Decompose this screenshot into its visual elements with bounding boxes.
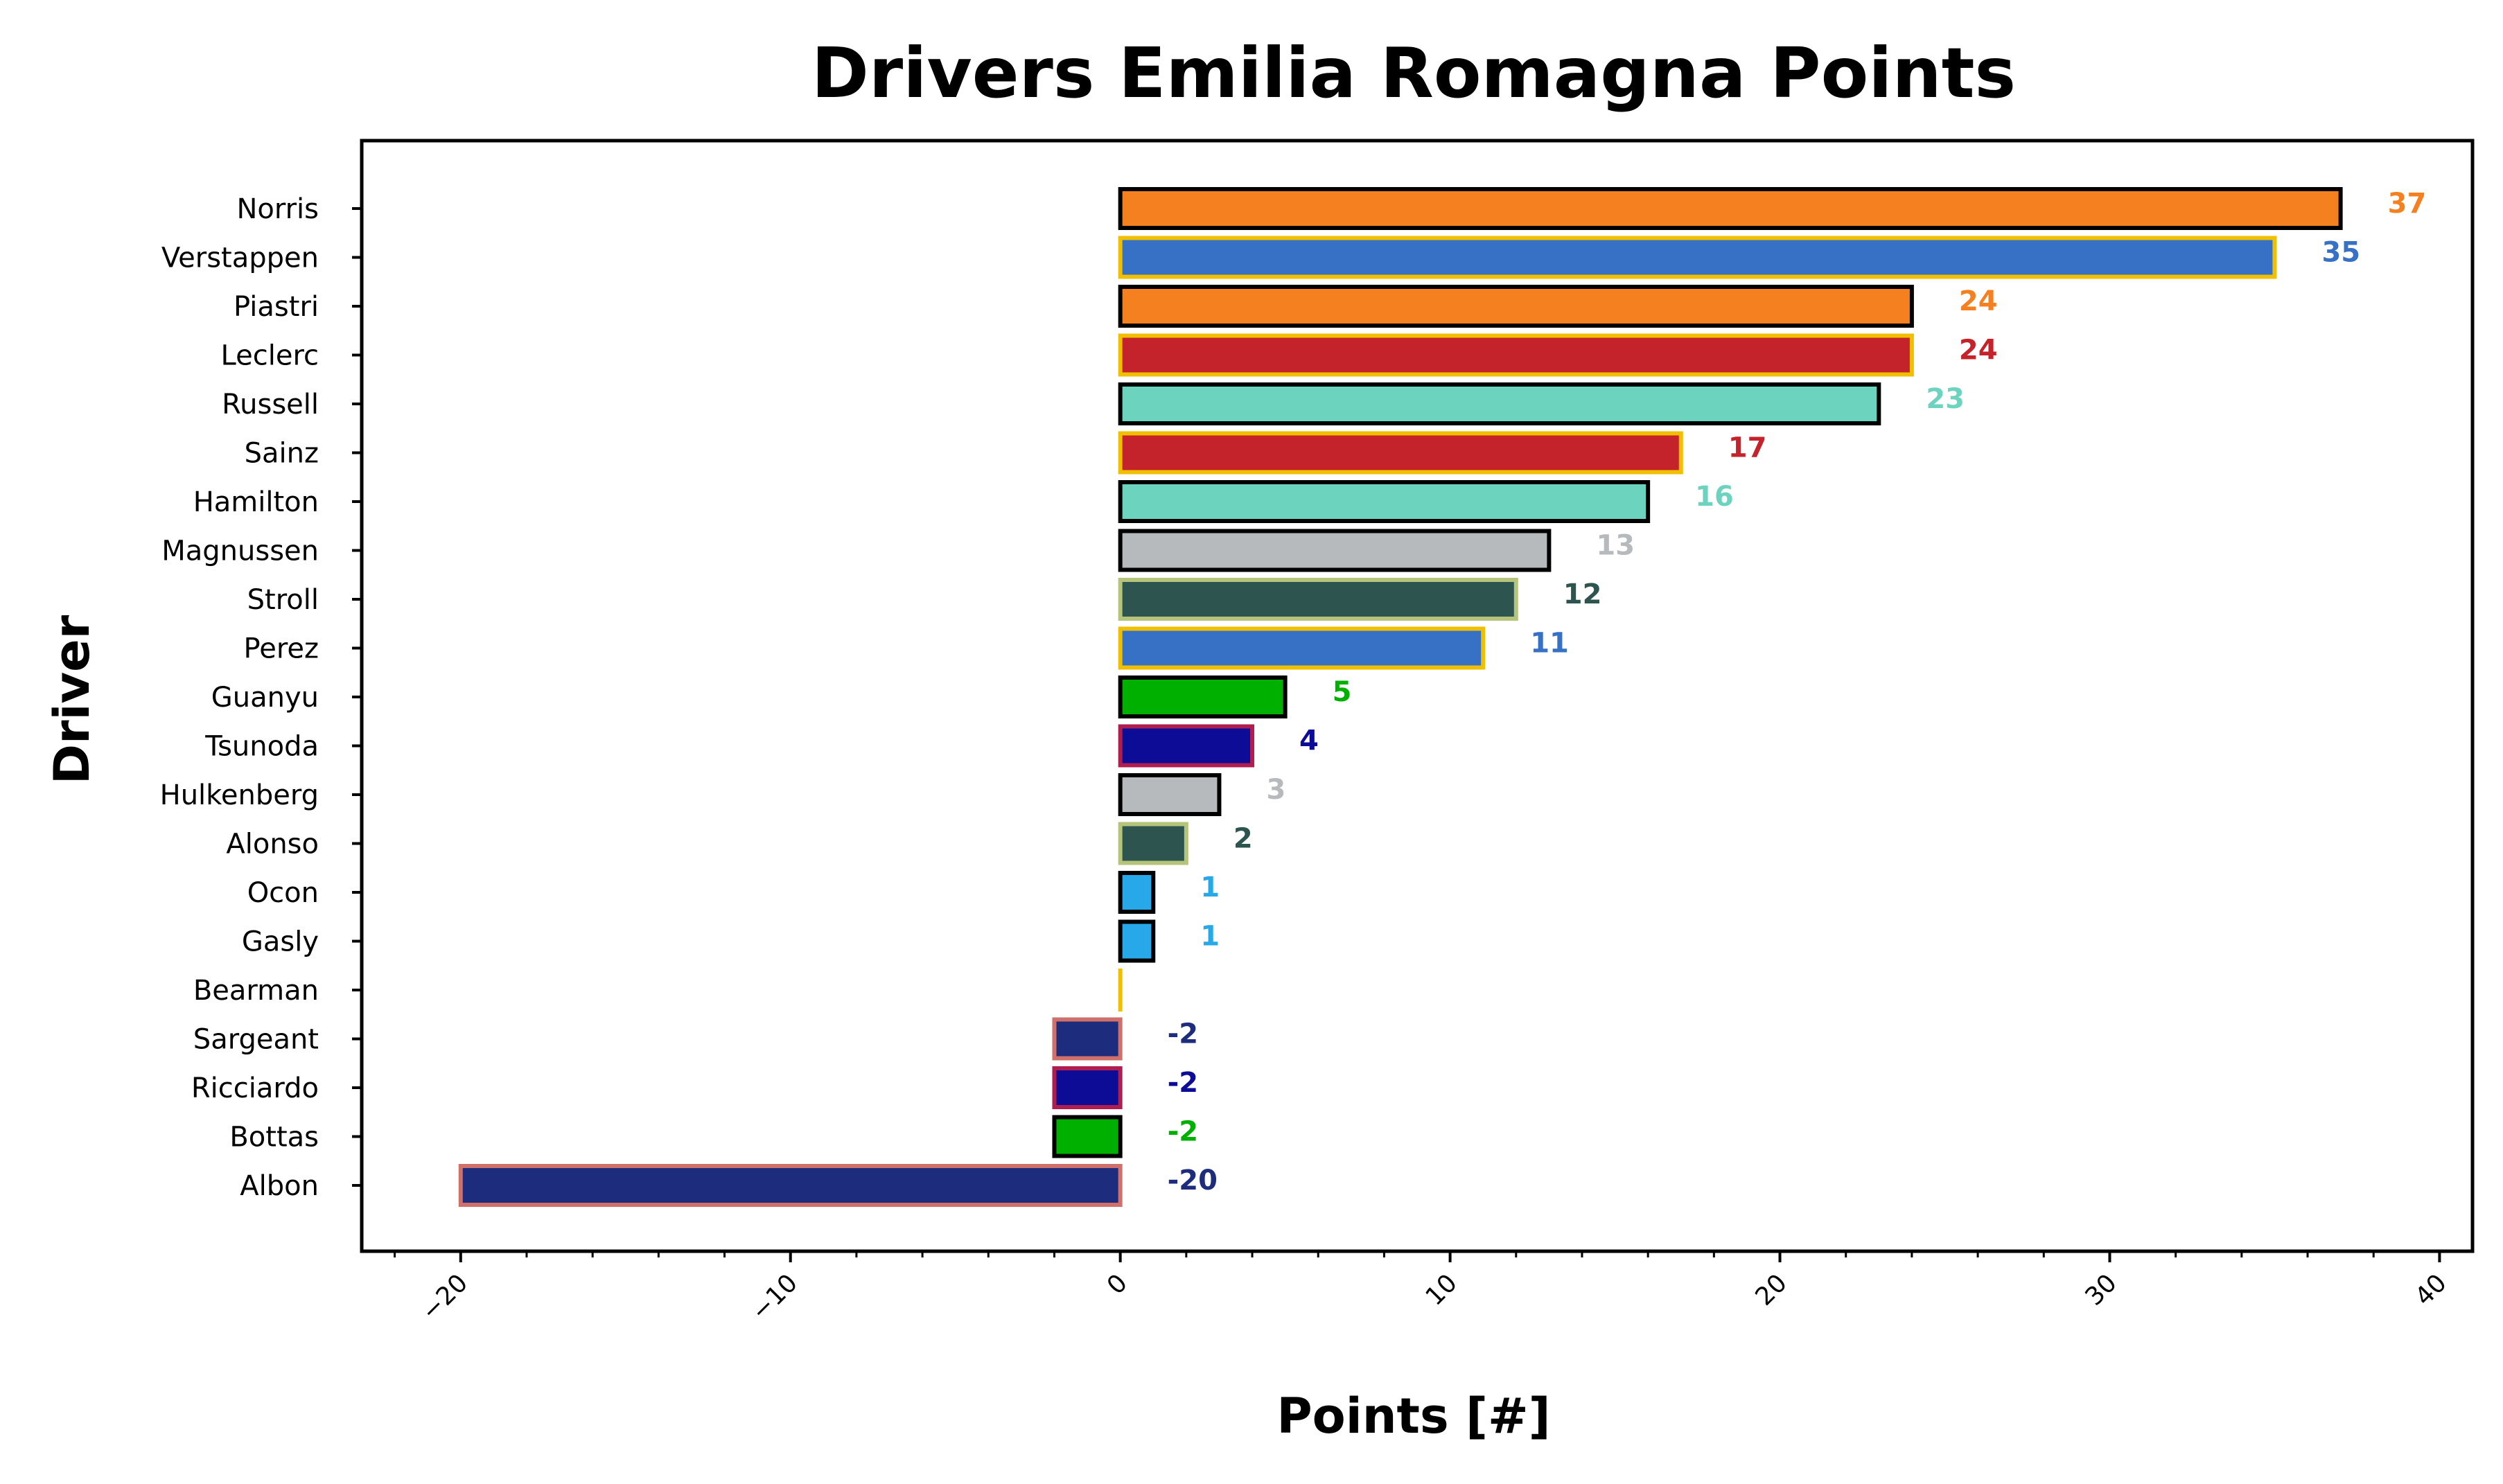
data-label: -2 xyxy=(1168,1067,1198,1099)
bar xyxy=(1052,1115,1123,1158)
bar xyxy=(1118,236,2277,279)
y-tick-label: Tsunoda xyxy=(204,731,319,763)
y-axis-label: Driver xyxy=(44,615,100,784)
data-label: 37 xyxy=(2388,188,2427,220)
x-axis-label: Points [#] xyxy=(1276,1388,1550,1445)
y-tick-label: Albon xyxy=(240,1170,319,1202)
bar xyxy=(1118,187,2343,230)
x-tick-label: 10 xyxy=(1421,1269,1463,1311)
bar xyxy=(1052,1066,1123,1109)
bar xyxy=(1118,822,1188,865)
x-tick-label: 40 xyxy=(2409,1269,2452,1311)
data-label: 24 xyxy=(1959,285,1998,317)
data-label: 23 xyxy=(1926,383,1965,415)
data-label: 5 xyxy=(1333,676,1352,708)
bar xyxy=(1118,675,1288,718)
y-tick-label: Perez xyxy=(244,633,319,665)
y-tick-label: Verstappen xyxy=(161,242,319,274)
bar xyxy=(1118,529,1552,572)
y-tick-label: Sainz xyxy=(245,438,319,470)
data-label: 16 xyxy=(1695,481,1734,513)
y-tick-label: Stroll xyxy=(247,584,319,616)
bar xyxy=(1118,919,1156,963)
bar xyxy=(1052,1017,1123,1061)
data-label: 1 xyxy=(1200,921,1220,953)
data-label: 12 xyxy=(1563,578,1602,610)
bar xyxy=(1118,382,1881,425)
bar xyxy=(1118,431,1683,475)
data-label: 24 xyxy=(1959,335,1998,366)
data-label: 1 xyxy=(1200,872,1220,903)
bar xyxy=(1118,773,1222,816)
chart-title: Drivers Emilia Romagna Points xyxy=(811,33,2016,114)
bar xyxy=(458,1164,1123,1207)
x-tick-label: −10 xyxy=(746,1269,803,1326)
bar xyxy=(1118,626,1486,670)
y-tick-label: Bottas xyxy=(229,1122,319,1154)
x-tick-label: 20 xyxy=(1750,1269,1793,1311)
data-label: 13 xyxy=(1596,530,1635,562)
y-tick-label: Magnussen xyxy=(161,536,319,567)
y-tick-label: Hamilton xyxy=(193,486,319,518)
y-tick-label: Alonso xyxy=(226,829,319,860)
data-label: 11 xyxy=(1530,628,1569,660)
bar xyxy=(1118,871,1156,914)
bar xyxy=(1118,724,1255,768)
y-tick-label: Norris xyxy=(236,193,319,225)
data-label: 3 xyxy=(1266,774,1285,806)
data-label: 17 xyxy=(1728,432,1767,464)
y-tick-label: Ocon xyxy=(247,877,319,909)
y-tick-label: Sargeant xyxy=(193,1024,319,1056)
data-label: -20 xyxy=(1168,1165,1218,1196)
data-label: 35 xyxy=(2321,237,2360,269)
bar xyxy=(1118,578,1518,621)
y-tick-label: Russell xyxy=(222,389,319,421)
x-tick-label: −20 xyxy=(416,1269,473,1326)
x-tick-label: 30 xyxy=(2080,1269,2122,1311)
y-tick-label: Guanyu xyxy=(211,682,319,714)
data-label: -2 xyxy=(1168,1018,1198,1050)
data-label: 4 xyxy=(1299,725,1319,757)
data-label: -2 xyxy=(1168,1116,1198,1148)
bar xyxy=(1118,333,1914,377)
bar xyxy=(1118,285,1914,328)
y-tick-label: Piastri xyxy=(234,291,319,323)
y-tick-label: Hulkenberg xyxy=(160,779,319,811)
x-tick-label: 0 xyxy=(1102,1269,1133,1300)
bar xyxy=(1118,480,1651,523)
y-tick-label: Gasly xyxy=(242,926,319,958)
y-tick-label: Leclerc xyxy=(221,340,319,372)
data-label: 2 xyxy=(1233,823,1253,855)
y-tick-label: Bearman xyxy=(193,975,319,1007)
y-tick-label: Ricciardo xyxy=(191,1072,319,1104)
